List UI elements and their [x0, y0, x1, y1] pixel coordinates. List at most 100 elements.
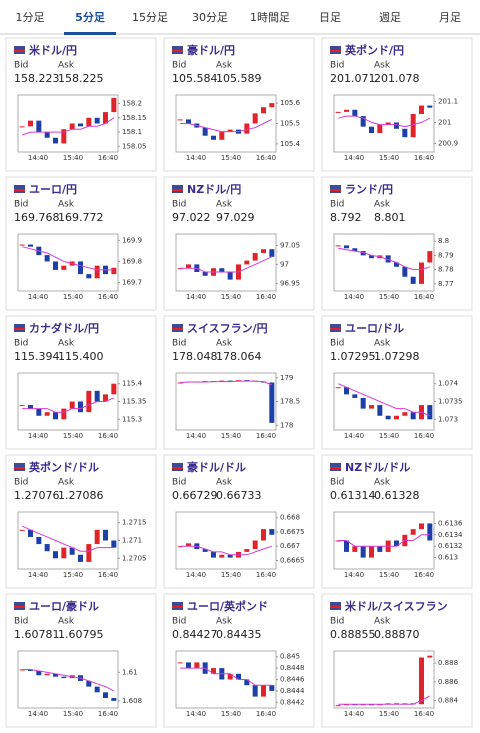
y-tick-label: 158.2 — [122, 100, 142, 108]
flag-stripe — [330, 606, 341, 608]
x-tick-label: 15:40 — [379, 710, 399, 718]
bid-value: 158.223 — [14, 72, 60, 85]
bid-value: 1.07295 — [330, 350, 376, 363]
y-tick-label: 0.8442 — [280, 698, 305, 706]
flag-stripe — [330, 189, 341, 191]
bid-value: 0.88855 — [330, 628, 376, 641]
candle — [94, 265, 100, 279]
pair-name: 豪ドル/ドル — [187, 460, 246, 474]
card-frame — [5, 315, 157, 450]
y-tick-label: 105.4 — [280, 140, 301, 148]
candle — [369, 126, 374, 133]
bid-value: 8.792 — [330, 211, 362, 224]
flag-stripe — [172, 328, 183, 330]
tab[interactable]: 30分足 — [192, 11, 228, 24]
tab[interactable]: 15分足 — [132, 11, 168, 24]
candle — [269, 249, 275, 257]
candle — [36, 408, 42, 416]
plot-frame — [333, 94, 435, 153]
candle — [36, 670, 42, 676]
candle — [36, 120, 42, 133]
tab[interactable]: 月足 — [439, 11, 461, 24]
candle — [94, 390, 100, 402]
bid-value: 201.071 — [330, 72, 376, 85]
x-tick-label: 15:40 — [221, 293, 241, 301]
x-tick-label: 14:40 — [344, 293, 364, 301]
bid-label: Bid — [14, 478, 28, 488]
x-tick-label: 16:40 — [98, 571, 118, 579]
candle — [360, 116, 366, 127]
pair-name: 米ドル/スイスフラン — [344, 599, 448, 613]
candle — [244, 260, 250, 265]
candle — [335, 387, 341, 389]
candle — [377, 405, 383, 416]
x-tick-label: 14:40 — [186, 571, 206, 579]
candle — [186, 543, 191, 547]
x-tick-label: 15:40 — [221, 710, 241, 718]
candle — [244, 549, 250, 552]
ask-label: Ask — [374, 617, 391, 627]
x-tick-label: 16:40 — [256, 571, 276, 579]
y-tick-label: 1.074 — [438, 380, 459, 388]
candle — [186, 264, 191, 269]
bid-label: Bid — [172, 61, 186, 71]
flag-stripe — [14, 328, 25, 330]
candle — [28, 529, 33, 537]
y-tick-label: 1.0735 — [438, 398, 463, 406]
bid-value: 1.27076 — [14, 489, 60, 502]
ask-label: Ask — [374, 200, 391, 210]
candle — [111, 383, 117, 395]
y-tick-label: 1.2715 — [122, 519, 147, 527]
x-tick-label: 16:40 — [98, 293, 118, 301]
bid-value: 0.84427 — [172, 628, 218, 641]
bid-value: 97.022 — [172, 211, 211, 224]
y-tick-label: 0.6134 — [438, 531, 463, 539]
candle — [211, 551, 216, 558]
tab-underline — [64, 32, 116, 35]
flag-stripe — [14, 50, 25, 52]
pair-name: カナダドル/円 — [29, 321, 99, 335]
y-tick-label: 0.886 — [438, 678, 459, 686]
ask-value: 97.029 — [216, 211, 255, 224]
ask-value: 1.60795 — [58, 628, 104, 641]
candle — [394, 540, 399, 547]
ask-value: 1.07298 — [374, 350, 420, 363]
tab[interactable]: 1時間足 — [250, 11, 290, 24]
candle — [402, 412, 408, 416]
pair-name: スイスフラン/円 — [187, 322, 268, 335]
tab[interactable]: 日足 — [319, 11, 341, 24]
y-tick-label: 0.888 — [438, 659, 458, 667]
x-tick-label: 15:40 — [221, 432, 241, 440]
tab[interactable]: 週足 — [379, 11, 401, 24]
y-tick-label: 179 — [280, 374, 293, 382]
candle — [69, 401, 75, 409]
x-tick-label: 14:40 — [186, 710, 206, 718]
bid-label: Bid — [14, 617, 28, 627]
y-tick-label: 0.6665 — [280, 556, 305, 564]
candle — [78, 401, 83, 413]
candle — [261, 249, 266, 253]
tab[interactable]: 1分足 — [16, 11, 45, 24]
candle — [219, 554, 225, 558]
candle — [344, 387, 349, 395]
ask-value: 0.84435 — [216, 628, 262, 641]
y-tick-label: 0.6136 — [438, 519, 463, 527]
tab[interactable]: 5分足 — [75, 10, 106, 24]
bid-value: 178.048 — [172, 350, 218, 363]
bid-value: 169.768 — [14, 211, 60, 224]
